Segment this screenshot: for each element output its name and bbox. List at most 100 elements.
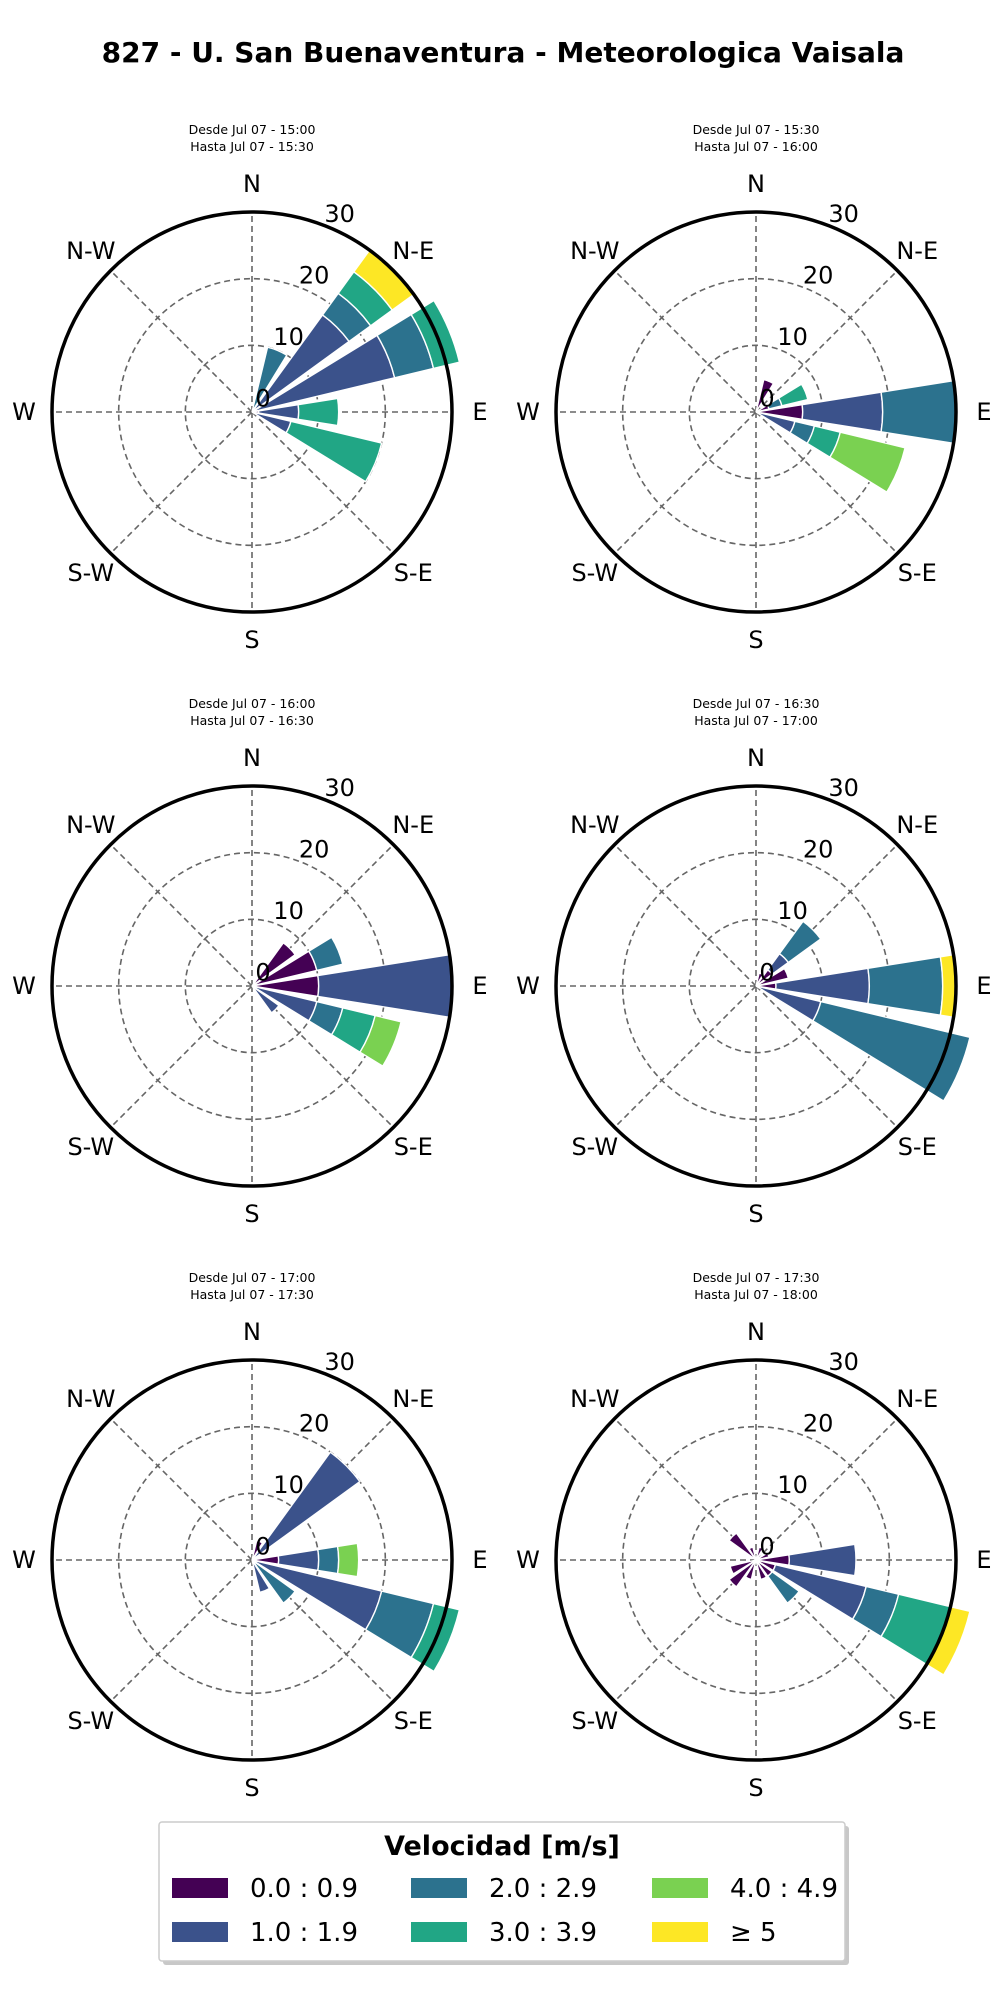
direction-label: W: [12, 1546, 36, 1574]
radial-tick-label: 10: [777, 897, 808, 925]
radial-tick-label: 30: [324, 774, 355, 802]
direction-label: N: [243, 1318, 261, 1346]
panel-hasta-label: Hasta Jul 07 - 17:30: [190, 1287, 314, 1302]
direction-label: W: [516, 398, 540, 426]
polar-frame: [50, 210, 454, 614]
direction-label: N-E: [896, 811, 938, 839]
angular-gridline: [755, 411, 898, 554]
angular-gridline: [110, 411, 253, 554]
legend-swatch: [411, 1878, 467, 1898]
windrose-bar-segment: [788, 1543, 857, 1577]
angular-gridline: [614, 844, 757, 987]
windrose-bar-segment: [317, 1545, 340, 1575]
windrose-panels: Desde Jul 07 - 15:00 Hasta Jul 07 - 15:30…: [12, 122, 991, 1802]
windrose-bar-segment: [297, 397, 340, 427]
radial-tick-label: 20: [803, 261, 834, 289]
angular-gridline: [110, 1418, 253, 1561]
radial-tick-label: 10: [777, 1471, 808, 1499]
angular-gridline: [755, 270, 898, 413]
direction-label: S-E: [394, 559, 433, 587]
windrose-panel-1: Desde Jul 07 - 15:00 Hasta Jul 07 - 15:30…: [12, 122, 487, 654]
legend-entry-label: 3.0 : 3.9: [489, 1918, 597, 1948]
legend-entry-label: 0.0 : 0.9: [250, 1874, 358, 1904]
direction-label: S-W: [571, 1133, 618, 1161]
angular-gridline: [614, 411, 757, 554]
radial-tick-label: 30: [828, 1348, 859, 1376]
panel-desde-label: Desde Jul 07 - 16:30: [693, 696, 820, 711]
windrose-bar-segment: [744, 1559, 757, 1581]
radial-tick-label: 30: [828, 774, 859, 802]
direction-label: S-W: [571, 1707, 618, 1735]
angular-gridline: [110, 844, 253, 987]
direction-label: W: [516, 1546, 540, 1574]
figure-title: 827 - U. San Buenaventura - Meteorologic…: [102, 36, 905, 69]
direction-label: N-E: [392, 1385, 434, 1413]
direction-label: E: [976, 398, 991, 426]
direction-label: N-W: [570, 1385, 619, 1413]
direction-label: E: [976, 972, 991, 1000]
windrose-bar-segment: [307, 936, 344, 972]
angular-gridline: [110, 270, 253, 413]
windrose-bar-segment: [251, 1451, 361, 1561]
direction-label: N-E: [896, 237, 938, 265]
windrose-bar-segment: [251, 1539, 264, 1561]
windrose-bar-segment: [729, 1559, 757, 1575]
direction-label: N-E: [896, 1385, 938, 1413]
radial-tick-label: 10: [273, 897, 304, 925]
windrose-bar-segment: [748, 1546, 757, 1561]
radial-tick-label: 30: [828, 200, 859, 228]
legend-swatch: [652, 1878, 708, 1898]
windrose-bar-segment: [251, 985, 280, 1014]
radial-tick-label: 10: [777, 323, 808, 351]
panel-desde-label: Desde Jul 07 - 16:00: [189, 696, 316, 711]
legend: Velocidad [m/s] 0.0 : 0.9 1.0 : 1.9 2.0 : 2…: [158, 1821, 849, 1965]
legend-swatch: [411, 1922, 467, 1942]
windrose-bar-segment: [755, 1552, 770, 1561]
direction-label: S-E: [394, 1707, 433, 1735]
direction-label: N-W: [570, 811, 619, 839]
angular-gridline: [755, 1418, 898, 1561]
legend-title: Velocidad [m/s]: [384, 1831, 620, 1862]
direction-label: S: [748, 1200, 763, 1228]
panel-desde-label: Desde Jul 07 - 15:00: [189, 122, 316, 137]
windrose-bar-segment: [777, 383, 809, 407]
windrose-panel-5: Desde Jul 07 - 17:00 Hasta Jul 07 - 17:30…: [12, 1270, 487, 1802]
direction-label: S-W: [67, 1133, 114, 1161]
panel-desde-label: Desde Jul 07 - 17:00: [189, 1270, 316, 1285]
direction-label: E: [472, 1546, 487, 1574]
radial-tick-label: 10: [273, 1471, 304, 1499]
radial-tick-label: 0: [759, 385, 774, 413]
direction-label: S-E: [898, 559, 937, 587]
polar-frame: [554, 210, 958, 614]
radial-tick-label: 0: [255, 959, 270, 987]
radial-tick-label: 20: [299, 1409, 330, 1437]
direction-label: N-W: [570, 237, 619, 265]
panel-hasta-label: Hasta Jul 07 - 17:00: [694, 713, 818, 728]
direction-label: N: [243, 170, 261, 198]
direction-label: E: [976, 1546, 991, 1574]
direction-label: S-W: [67, 559, 114, 587]
polar-frame: [50, 784, 454, 1188]
direction-label: S: [244, 626, 259, 654]
direction-label: S-W: [67, 1707, 114, 1735]
direction-label: S: [244, 1200, 259, 1228]
direction-label: S-E: [898, 1707, 937, 1735]
direction-label: N: [747, 1318, 765, 1346]
direction-label: N-W: [66, 1385, 115, 1413]
direction-label: W: [12, 398, 36, 426]
panel-desde-label: Desde Jul 07 - 17:30: [693, 1270, 820, 1285]
windrose-panel-4: Desde Jul 07 - 16:30 Hasta Jul 07 - 17:00…: [516, 696, 991, 1228]
windrose-bar-segment: [828, 431, 906, 494]
legend-swatch: [172, 1922, 228, 1942]
windrose-bar-segment: [880, 379, 957, 445]
legend-swatch: [172, 1878, 228, 1898]
direction-label: W: [12, 972, 36, 1000]
panel-hasta-label: Hasta Jul 07 - 15:30: [190, 139, 314, 154]
angular-gridline: [251, 411, 394, 554]
windrose-bar-segment: [778, 920, 822, 964]
direction-label: N-W: [66, 237, 115, 265]
windrose-bar-segment: [728, 1532, 757, 1561]
angular-gridline: [614, 985, 757, 1128]
direction-label: N-E: [392, 237, 434, 265]
windrose-bar-segment: [251, 346, 288, 413]
